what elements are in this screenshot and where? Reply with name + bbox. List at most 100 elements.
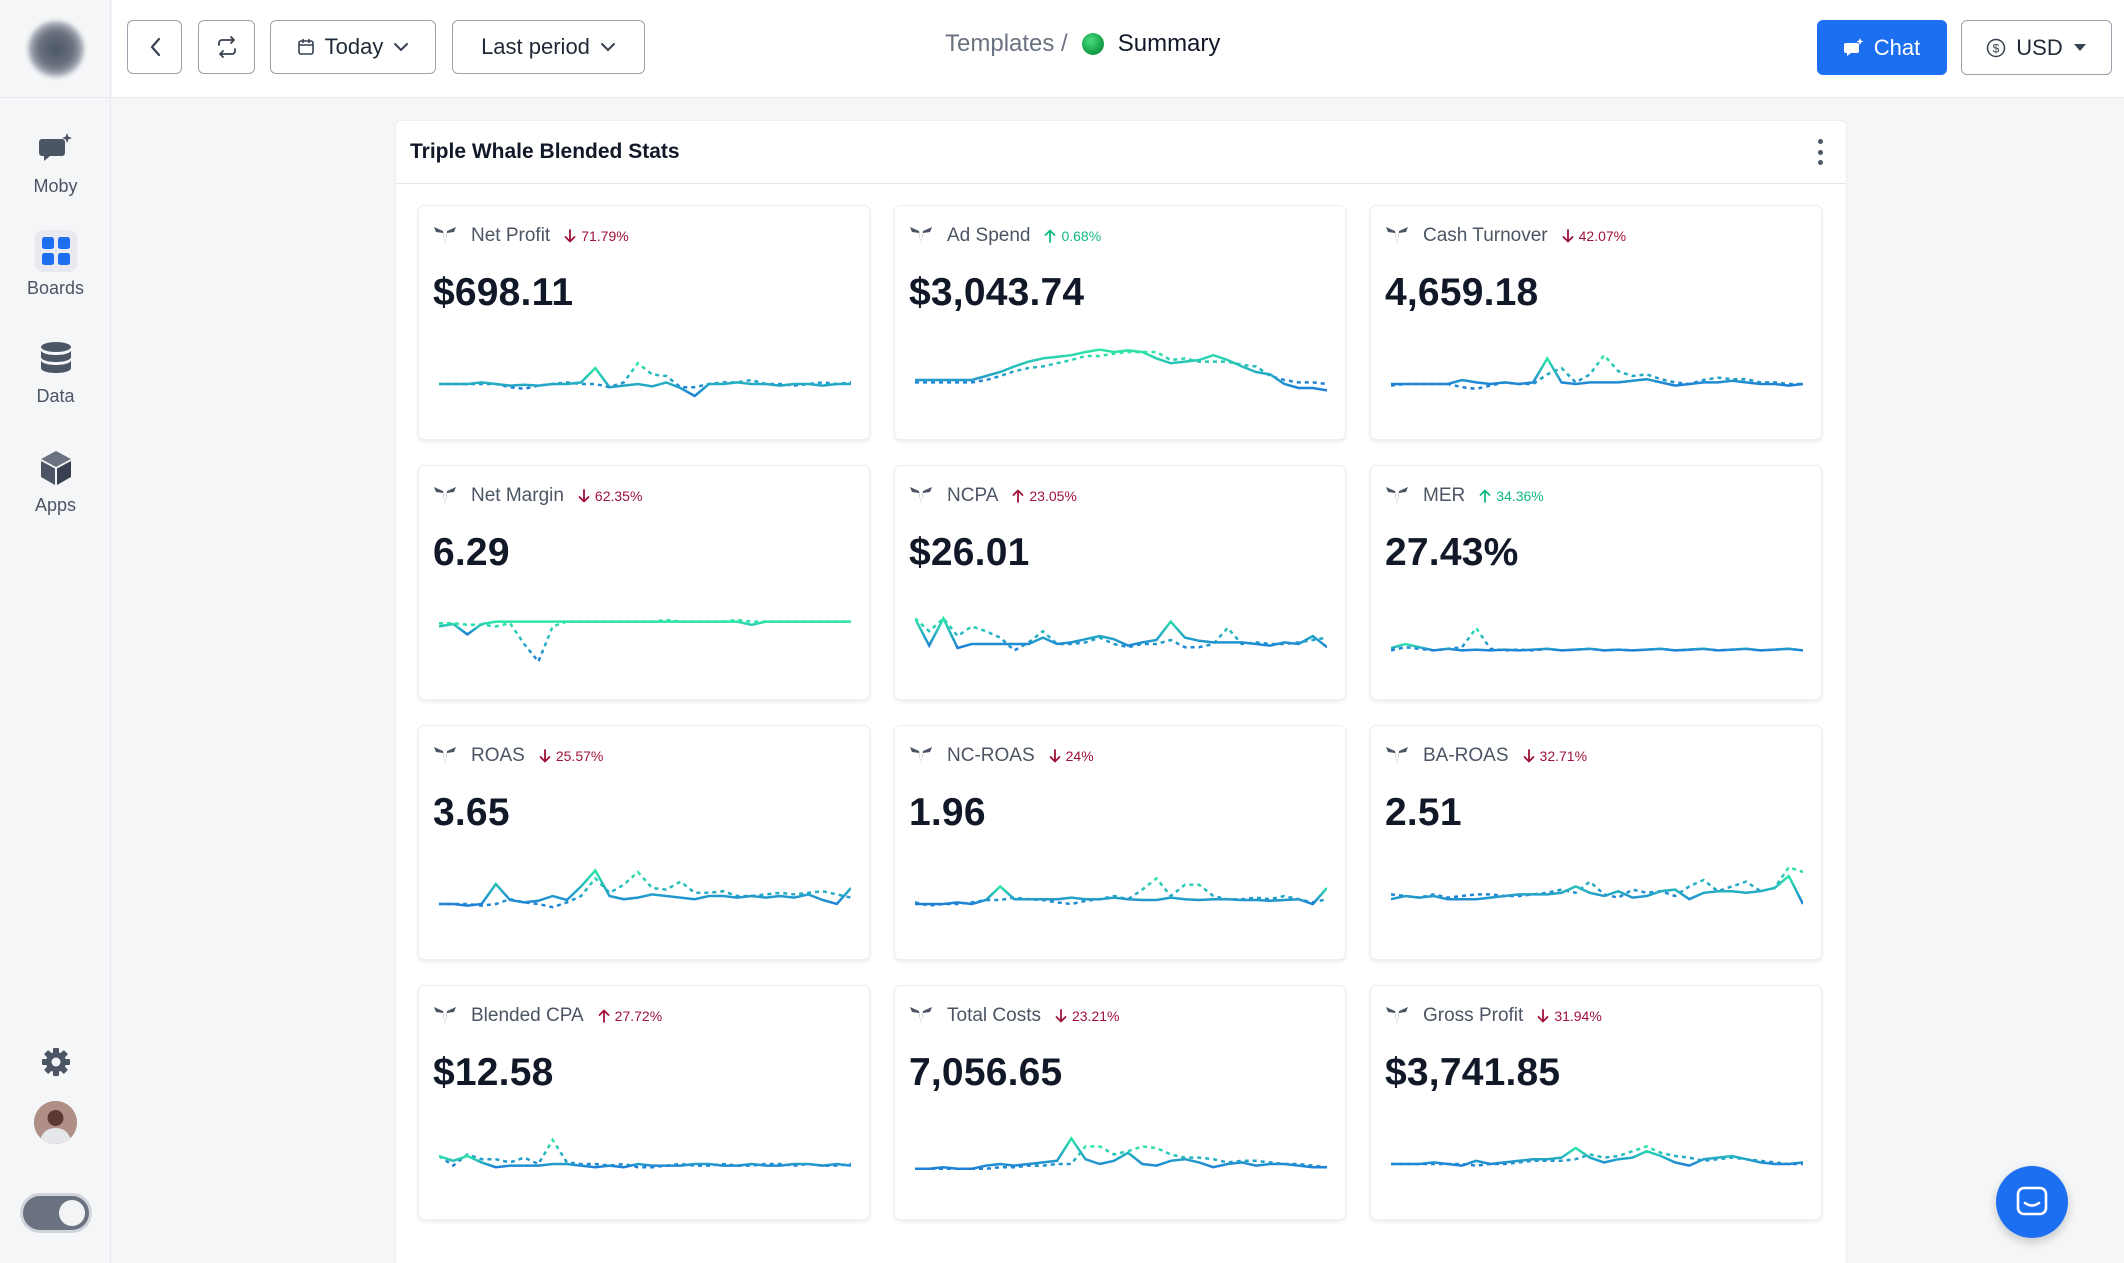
metric-label: Net Margin [471, 485, 564, 506]
sidebar-item-moby[interactable]: Moby [0, 128, 111, 197]
sparkline-previous [1391, 1145, 1803, 1167]
chat-sparkle-icon [1843, 37, 1864, 56]
sparkline-previous [1391, 353, 1803, 391]
metric-card[interactable]: Cash Turnover 42.07% 4,659.18 [1370, 205, 1822, 440]
metric-delta: 32.71% [1523, 748, 1587, 764]
metric-value: $12.58 [433, 1051, 554, 1094]
metric-value: $3,741.85 [1385, 1051, 1561, 1094]
metric-delta-value: 0.68% [1061, 228, 1102, 244]
svg-text:$: $ [1993, 41, 2000, 55]
metric-card[interactable]: MER 34.36% 27.43% [1370, 465, 1822, 700]
sidebar-item-boards[interactable]: Boards [0, 230, 111, 299]
metric-delta: 42.07% [1562, 228, 1626, 244]
triple-whale-icon [1386, 747, 1408, 765]
metric-value: $26.01 [909, 531, 1030, 574]
sidebar-item-label: Moby [33, 176, 78, 196]
metric-header: Gross Profit 31.94% [1385, 1003, 1602, 1029]
metric-card[interactable]: Blended CPA 27.72% $12.58 [418, 985, 870, 1220]
metric-sparkline [1391, 353, 1803, 391]
date-range-button[interactable]: Today [270, 20, 436, 74]
metric-label: BA-ROAS [1423, 745, 1509, 766]
metric-sparkline [915, 1136, 1327, 1171]
help-chat-button[interactable] [1996, 1166, 2068, 1238]
triple-whale-icon [910, 227, 932, 245]
sparkline-previous [915, 350, 1327, 386]
stats-panel: Triple Whale Blended Stats Net Profit 71.… [395, 120, 1847, 1263]
sparkline-previous [439, 1137, 851, 1169]
cube-icon [35, 447, 77, 489]
brand-logo[interactable] [0, 0, 111, 98]
metric-delta: 71.79% [564, 228, 629, 244]
calendar-icon [297, 39, 314, 55]
metric-value: 3.65 [433, 791, 510, 834]
metric-card[interactable]: NC-ROAS 24% 1.96 [894, 725, 1346, 960]
triple-whale-icon [910, 487, 932, 505]
sparkline-current [439, 868, 851, 907]
metric-label: ROAS [471, 745, 525, 766]
metric-card[interactable]: Gross Profit 31.94% $3,741.85 [1370, 985, 1822, 1220]
metric-card[interactable]: Net Margin 62.35% 6.29 [418, 465, 870, 700]
metric-label: Ad Spend [947, 225, 1031, 246]
metric-card[interactable]: Total Costs 23.21% 7,056.65 [894, 985, 1346, 1220]
metric-card[interactable]: ROAS 25.57% 3.65 [418, 725, 870, 960]
chat-button-label: Chat [1873, 34, 1921, 60]
metric-delta: 27.72% [598, 1008, 662, 1024]
comparison-period-label: Last period [481, 34, 590, 59]
sidebar-item-data[interactable]: Data [0, 338, 111, 407]
sparkline-current [915, 348, 1327, 392]
back-button[interactable] [127, 20, 182, 74]
top-bar: Today Last period Templates / Summary Ch… [112, 0, 2124, 98]
sparkline-previous [1391, 625, 1803, 652]
metric-delta: 23.21% [1055, 1008, 1119, 1024]
gear-icon[interactable] [40, 1046, 72, 1078]
metric-label: MER [1423, 485, 1466, 506]
more-options-icon[interactable] [1816, 139, 1824, 165]
chat-button[interactable]: Chat [1817, 20, 1947, 75]
metric-delta-value: 31.94% [1554, 1008, 1602, 1024]
metric-sparkline [915, 876, 1327, 907]
sparkline-current [1391, 642, 1803, 652]
sparkline-current [1391, 355, 1803, 387]
chevron-down-icon [600, 43, 615, 52]
metric-card[interactable]: Net Profit 71.79% $698.11 [418, 205, 870, 440]
arrow-down-icon [1049, 749, 1061, 763]
metric-value: 6.29 [433, 531, 510, 574]
user-avatar[interactable] [34, 1101, 77, 1144]
metric-label: Blended CPA [471, 1005, 584, 1026]
metric-sparkline [1391, 865, 1803, 905]
breadcrumb-parent[interactable]: Templates / [945, 30, 1068, 57]
sparkline-previous [915, 616, 1327, 652]
breadcrumb: Templates / Summary [945, 30, 1220, 58]
currency-select[interactable]: $ USD [1961, 20, 2112, 75]
chevron-left-icon [150, 37, 160, 57]
logo-icon [27, 20, 84, 77]
metric-header: Ad Spend 0.68% [909, 223, 1101, 249]
sparkline-current [915, 1136, 1327, 1171]
metric-card[interactable]: BA-ROAS 32.71% 2.51 [1370, 725, 1822, 960]
arrow-up-icon [598, 1009, 610, 1023]
sparkline-current [1391, 874, 1803, 905]
metric-header: Net Profit 71.79% [433, 223, 629, 249]
metric-value: 1.96 [909, 791, 986, 834]
triple-whale-icon [434, 227, 456, 245]
metric-delta-value: 23.21% [1071, 1008, 1120, 1024]
metric-delta-value: 32.71% [1539, 748, 1588, 764]
sidebar-item-apps[interactable]: Apps [0, 447, 111, 516]
comparison-period-button[interactable]: Last period [452, 20, 645, 74]
refresh-button[interactable] [198, 20, 255, 74]
theme-toggle[interactable] [20, 1193, 92, 1233]
metric-label: NCPA [947, 485, 999, 506]
metric-card[interactable]: Ad Spend 0.68% $3,043.74 [894, 205, 1346, 440]
metric-delta: 24% [1049, 748, 1094, 764]
metric-sparkline [915, 615, 1327, 652]
metric-card[interactable]: NCPA 23.05% $26.01 [894, 465, 1346, 700]
metric-header: NC-ROAS 24% [909, 743, 1094, 769]
sparkline-current [915, 615, 1327, 650]
metric-sparkline [439, 868, 851, 909]
metric-value: $698.11 [433, 271, 574, 314]
arrow-down-icon [1523, 749, 1534, 763]
metric-header: NCPA 23.05% [909, 483, 1077, 509]
metric-delta: 25.57% [539, 748, 603, 764]
metric-delta-value: 24% [1065, 748, 1094, 764]
metric-delta: 0.68% [1044, 228, 1101, 244]
